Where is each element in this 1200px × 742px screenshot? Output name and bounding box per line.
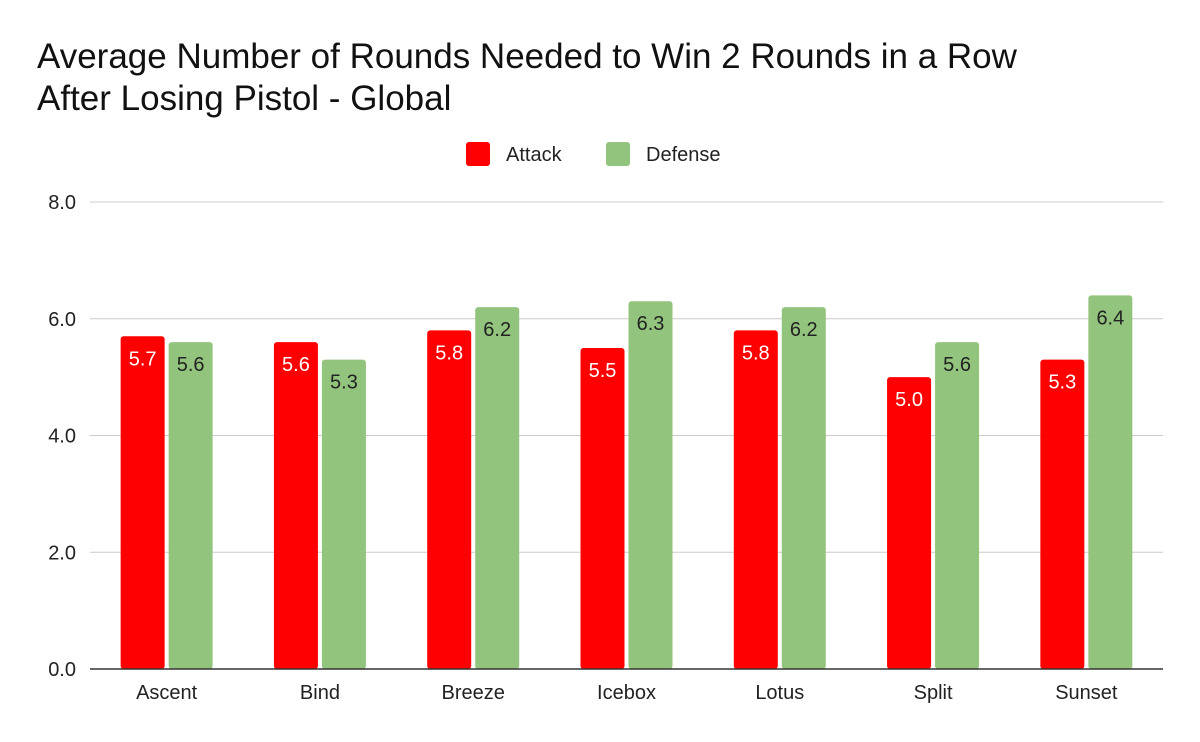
- y-tick-label: 8.0: [48, 192, 76, 214]
- y-tick-label: 2.0: [48, 542, 76, 564]
- data-label-attack: 5.0: [895, 389, 923, 411]
- bar-defense: [781, 307, 826, 669]
- bar-defense: [168, 342, 213, 669]
- bar-attack: [273, 342, 318, 669]
- bar-defense: [1088, 295, 1133, 669]
- data-label-defense: 6.4: [1096, 307, 1124, 329]
- chart-title-line-1: Average Number of Rounds Needed to Win 2…: [37, 37, 1017, 76]
- bar-defense: [935, 342, 980, 669]
- data-label-attack: 5.7: [129, 348, 157, 370]
- bar-defense: [628, 301, 673, 669]
- x-tick-label: Sunset: [1055, 682, 1118, 704]
- x-tick-label: Split: [914, 682, 953, 704]
- bar-attack: [580, 347, 625, 669]
- y-tick-label: 4.0: [48, 426, 76, 448]
- bar-defense: [475, 307, 520, 669]
- y-tick-label: 0.0: [48, 659, 76, 681]
- legend-label-attack: Attack: [506, 144, 563, 166]
- data-label-defense: 6.3: [637, 313, 665, 335]
- legend-swatch-attack: [466, 142, 490, 166]
- bar-attack: [427, 330, 472, 669]
- data-label-defense: 5.3: [330, 372, 358, 394]
- data-label-defense: 5.6: [177, 354, 205, 376]
- chart-title-line-2: After Losing Pistol - Global: [37, 79, 452, 118]
- x-tick-label: Icebox: [597, 682, 656, 704]
- data-label-attack: 5.6: [282, 354, 310, 376]
- x-tick-label: Ascent: [136, 682, 198, 704]
- x-tick-label: Bind: [300, 682, 340, 704]
- data-label-attack: 5.8: [435, 342, 463, 364]
- x-tick-label: Breeze: [442, 682, 505, 704]
- legend-swatch-defense: [606, 142, 630, 166]
- data-label-defense: 6.2: [790, 319, 818, 341]
- data-label-defense: 5.6: [943, 354, 971, 376]
- data-label-attack: 5.8: [742, 342, 770, 364]
- bar-attack: [1040, 359, 1085, 669]
- bar-attack: [120, 336, 165, 669]
- y-tick-label: 6.0: [48, 309, 76, 331]
- x-tick-label: Lotus: [755, 682, 804, 704]
- chart-title: Average Number of Rounds Needed to Win 2…: [37, 36, 1177, 120]
- bar-attack: [733, 330, 778, 669]
- data-label-attack: 5.3: [1048, 372, 1076, 394]
- data-label-defense: 6.2: [483, 319, 511, 341]
- bar-attack: [887, 377, 932, 669]
- legend-label-defense: Defense: [646, 144, 721, 166]
- data-label-attack: 5.5: [589, 360, 617, 382]
- bar-defense: [321, 359, 366, 669]
